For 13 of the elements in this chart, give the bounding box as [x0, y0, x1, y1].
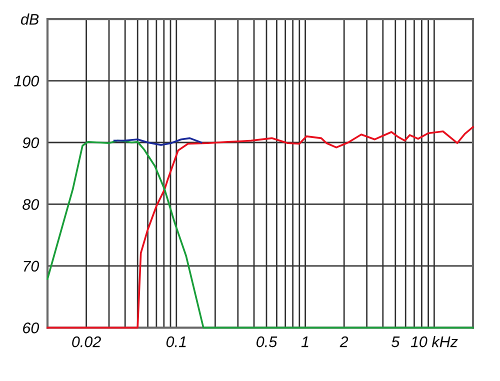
x-tick-label: 0.1	[166, 336, 186, 348]
x-tick-label: 1	[301, 336, 308, 348]
x-tick-label: 5	[391, 336, 400, 348]
y-tick-label: 60	[23, 322, 40, 334]
y-tick-label: 70	[24, 260, 40, 272]
x-tick-label: 0.02	[72, 336, 101, 348]
y-tick-label: 90	[22, 137, 40, 148]
y-tick-label: dB	[20, 14, 39, 25]
x-tick-label: 2	[340, 336, 348, 348]
x-tick-label: 10 kHz	[410, 336, 458, 348]
x-tick-label: 0.5	[256, 336, 278, 348]
y-tick-label: 80	[22, 199, 40, 210]
y-tick-label: 100	[14, 76, 40, 86]
